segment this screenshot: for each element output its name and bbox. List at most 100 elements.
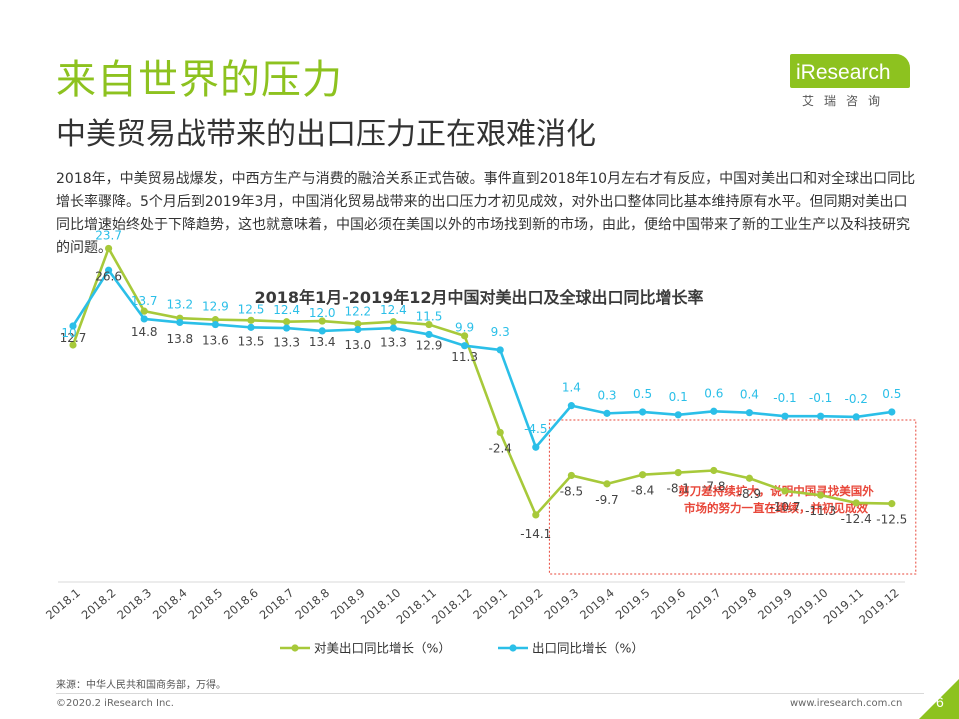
iresearch-logo: iResearch 艾瑞咨询 [790,52,920,110]
data-point-1 [639,408,647,416]
data-point-0 [852,499,860,507]
data-label-us: -11.3 [805,504,836,518]
x-tick-label: 2019.12 [856,586,901,627]
x-tick-label: 2019.5 [613,586,653,623]
data-point-1 [176,318,184,327]
data-label-global: 13.7 [131,294,158,308]
data-point-1 [105,266,113,274]
data-label-global: 9.3 [491,325,510,339]
data-point-1 [140,315,148,323]
website-url: www.iresearch.com.cn [790,698,903,709]
data-point-0 [674,469,682,477]
data-label-us: 10 [61,326,76,340]
x-tick-label: 2019.2 [506,586,546,623]
data-label-us: -8.1 [666,482,689,496]
data-label-global: 0.5 [633,387,652,401]
x-tick-label: 2019.4 [577,586,617,623]
data-point-1 [710,407,718,415]
x-tick-label: 2018.2 [79,586,119,623]
data-point-1 [211,320,219,329]
data-label-global: 11.5 [416,309,443,323]
x-tick-label: 2018.3 [114,586,154,623]
data-label-us: 13.8 [166,332,193,346]
x-tick-label: 2019.1 [470,586,510,623]
data-label-us: -8.9 [738,487,761,501]
data-label-us: -8.4 [631,484,654,498]
data-point-0 [105,244,113,253]
data-label-global: 12.4 [273,303,300,317]
x-tick-label: 2018.12 [429,586,474,627]
page-subtitle: 中美贸易战带来的出口压力正在艰难消化 [56,117,596,152]
data-label-global: 9.9 [455,321,474,335]
data-point-1 [781,412,789,420]
data-label-global: 26.6 [95,269,122,283]
copyright: ©2020.2 iResearch Inc. [56,698,174,709]
x-tick-label: 2018.6 [221,586,261,623]
data-label-us: 13.6 [202,334,229,348]
data-label-global: 0.1 [669,390,688,404]
data-point-0 [567,471,576,480]
data-point-0 [603,480,611,488]
logo-badge: iResearch [790,54,910,88]
data-point-0 [318,317,326,325]
data-label-us: -12.5 [876,513,907,527]
x-tick-label: 2018.7 [257,586,297,623]
data-point-1 [69,322,77,330]
data-label-us: -2.4 [488,441,511,455]
footer-divider [56,693,924,694]
source-note: 来源：中华人民共和国商务部，万得。 [56,680,226,691]
data-label-us: -7.8 [702,479,725,493]
data-point-0 [888,500,896,508]
data-point-1 [674,411,682,419]
data-point-1 [425,330,433,339]
data-point-1 [817,412,825,420]
data-label-global: -4.5 [524,422,547,436]
data-label-global: -0.1 [773,391,796,405]
x-tick-label: 2019.7 [684,586,724,623]
data-point-0 [639,471,647,479]
logo-chinese-name: 艾瑞咨询 [802,94,891,108]
data-point-0 [247,316,255,324]
data-label-us: 13.0 [344,338,371,352]
x-tick-label: 2019.8 [719,586,759,623]
data-label-global: 12.4 [380,303,407,317]
chart-title: 2018年1月-2019年12月中国对美出口及全球出口同比增长率 [254,288,703,307]
data-label-us: -8.5 [560,484,583,498]
data-point-1 [745,409,754,417]
x-tick-label: 2018.4 [150,586,190,623]
x-tick-label: 2019.3 [541,586,581,623]
data-label-global: 0.6 [704,386,723,400]
data-point-0 [532,511,540,519]
data-label-us: 13.3 [273,336,300,350]
data-point-0 [461,332,469,340]
page-title: 来自世界的压力 [56,57,343,103]
data-label-global: -0.1 [809,391,832,405]
data-label-global: -0.2 [844,392,867,406]
data-label-us: 12.9 [416,339,443,353]
data-point-0 [496,428,504,437]
legend-label: 出口同比增长（%） [532,641,644,656]
data-label-global: 0.3 [597,388,616,402]
data-label-us: -14.1 [520,527,551,541]
data-label-global: 12.7 [60,331,87,345]
data-label-us: -12.4 [841,512,872,526]
data-label-us: 11.3 [451,350,478,364]
data-label-global: 0.4 [740,388,759,402]
data-label-global: 12.0 [309,306,336,320]
data-point-1 [461,342,469,350]
data-label-global: 0.5 [882,387,901,401]
legend-marker [291,644,299,652]
logo-text: iResearch [796,61,891,84]
data-point-0 [425,320,433,329]
data-point-1 [247,323,255,331]
data-point-0 [140,307,148,315]
data-label-global: 12.9 [202,300,229,314]
intro-paragraph: 2018年，中美贸易战爆发，中西方生产与消费的融洽关系正式告破。事件直到2018… [56,171,916,256]
data-point-0 [354,320,362,328]
data-point-1 [354,325,362,334]
page-number: 6 [936,694,944,710]
data-label-global: 12.2 [344,304,371,318]
data-point-1 [389,324,397,332]
corner-decoration [919,679,959,719]
